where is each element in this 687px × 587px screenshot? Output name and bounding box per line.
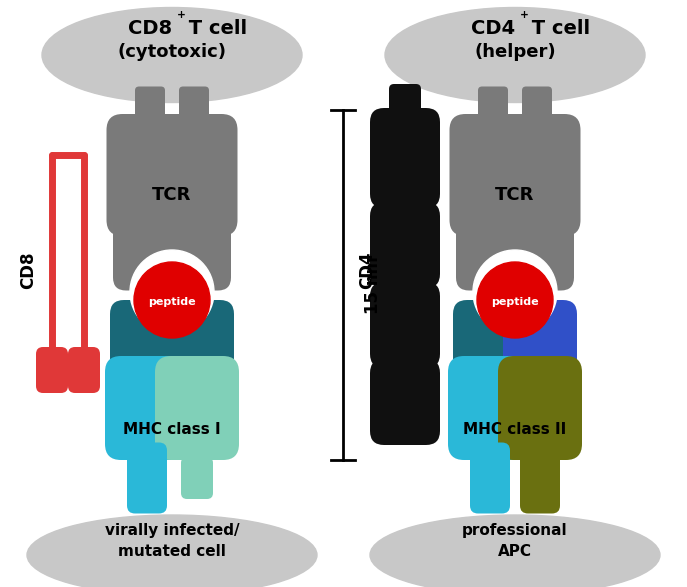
- Ellipse shape: [385, 8, 645, 103]
- Text: CD8: CD8: [19, 251, 37, 289]
- FancyBboxPatch shape: [36, 347, 68, 393]
- FancyBboxPatch shape: [392, 195, 418, 225]
- FancyBboxPatch shape: [160, 300, 234, 396]
- Ellipse shape: [27, 515, 317, 587]
- FancyBboxPatch shape: [470, 443, 510, 514]
- FancyBboxPatch shape: [370, 108, 440, 208]
- FancyBboxPatch shape: [105, 356, 189, 460]
- Text: virally infected/: virally infected/: [104, 522, 239, 538]
- FancyBboxPatch shape: [157, 200, 231, 291]
- FancyBboxPatch shape: [392, 275, 418, 305]
- FancyBboxPatch shape: [500, 200, 574, 291]
- FancyBboxPatch shape: [370, 282, 440, 368]
- FancyBboxPatch shape: [68, 347, 100, 393]
- FancyBboxPatch shape: [181, 457, 213, 499]
- Text: $\mathregular{^+}$: $\mathregular{^+}$: [517, 11, 529, 25]
- FancyBboxPatch shape: [522, 86, 552, 150]
- FancyBboxPatch shape: [520, 443, 560, 514]
- FancyBboxPatch shape: [110, 300, 184, 396]
- Text: APC: APC: [498, 545, 532, 559]
- Circle shape: [473, 250, 557, 334]
- FancyBboxPatch shape: [453, 300, 527, 396]
- Text: CD8: CD8: [128, 19, 172, 38]
- FancyBboxPatch shape: [392, 353, 418, 383]
- Text: 15 nm: 15 nm: [364, 256, 382, 314]
- Text: T cell: T cell: [525, 19, 590, 38]
- Ellipse shape: [370, 515, 660, 587]
- Text: (cytotoxic): (cytotoxic): [117, 43, 227, 61]
- Circle shape: [130, 250, 214, 334]
- FancyBboxPatch shape: [150, 114, 238, 236]
- FancyBboxPatch shape: [498, 356, 582, 460]
- Text: mutated cell: mutated cell: [118, 545, 226, 559]
- FancyBboxPatch shape: [503, 300, 577, 396]
- FancyBboxPatch shape: [106, 114, 194, 236]
- FancyBboxPatch shape: [127, 443, 167, 514]
- FancyBboxPatch shape: [456, 200, 530, 291]
- FancyBboxPatch shape: [370, 202, 440, 288]
- Text: peptide: peptide: [148, 297, 196, 307]
- FancyBboxPatch shape: [493, 114, 581, 236]
- Text: T cell: T cell: [182, 19, 247, 38]
- FancyBboxPatch shape: [389, 84, 421, 132]
- Text: CD4: CD4: [471, 19, 515, 38]
- Text: MHC class II: MHC class II: [463, 423, 567, 437]
- Circle shape: [134, 262, 210, 338]
- FancyBboxPatch shape: [179, 86, 209, 150]
- FancyBboxPatch shape: [449, 114, 537, 236]
- Ellipse shape: [42, 8, 302, 103]
- FancyBboxPatch shape: [155, 356, 239, 460]
- Text: (helper): (helper): [474, 43, 556, 61]
- Text: peptide: peptide: [491, 297, 539, 307]
- Circle shape: [477, 262, 553, 338]
- Text: CD4: CD4: [358, 251, 376, 289]
- Text: professional: professional: [462, 522, 568, 538]
- FancyBboxPatch shape: [113, 200, 187, 291]
- Text: TCR: TCR: [153, 186, 192, 204]
- FancyBboxPatch shape: [448, 356, 532, 460]
- FancyBboxPatch shape: [370, 359, 440, 445]
- Text: TCR: TCR: [495, 186, 534, 204]
- Text: $\mathregular{^+}$: $\mathregular{^+}$: [174, 11, 186, 25]
- Text: MHC class I: MHC class I: [123, 423, 221, 437]
- FancyBboxPatch shape: [135, 86, 165, 150]
- FancyBboxPatch shape: [478, 86, 508, 150]
